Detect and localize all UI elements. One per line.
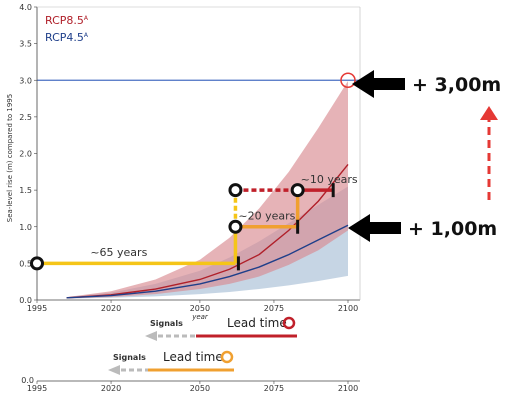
signals-label: Signals: [113, 353, 146, 362]
x-tick-label: 1995: [27, 304, 47, 313]
duration-label: ~20 years: [238, 209, 295, 222]
target-marker: [340, 72, 356, 88]
pathway-node: [228, 219, 243, 234]
duration-label: ~65 years: [90, 246, 147, 259]
pathway-node: [30, 256, 44, 271]
x-tick-label: 2075: [264, 304, 284, 313]
uncertainty-bands: [66, 80, 348, 299]
pathway-node: [290, 183, 305, 198]
lead-time-label: Lead time: [163, 350, 223, 364]
y-tick-label: 0.0: [19, 296, 32, 305]
x-tick-labels: 1995 2020 2050 2075 2100: [27, 300, 358, 313]
signals-panel-red: Signals Lead time: [145, 316, 297, 341]
y-tick-label: 2.5: [19, 113, 32, 122]
left-arrow-icon: [352, 70, 405, 98]
signals-panel-orange: Signals Lead time: [108, 350, 234, 375]
y-tick-label: 4.0: [19, 3, 32, 12]
x-axis-label: year: [191, 313, 209, 321]
x-tick-label: 2020: [101, 304, 121, 313]
y-tick-label: 2.0: [19, 150, 32, 159]
tipping-point-ticks: [236, 183, 335, 271]
y-tick-labels: 0.0 0.5 1.0 1.5 2.0 2.5 3.0 3.5 4.0: [19, 3, 37, 305]
lead-time-label: Lead time: [227, 316, 287, 330]
y-tick-label: 0.5: [19, 259, 32, 268]
bottom-tick-label: 2100: [338, 384, 358, 393]
x-tick-label: 2050: [190, 304, 210, 313]
bottom-axis: 0.0 1995 2020 2050 2075 2100: [21, 376, 360, 393]
circle-icon: [282, 316, 296, 330]
x-tick-label: 2100: [338, 304, 358, 313]
left-arrow-icon: [108, 365, 120, 375]
band-rcp85: [66, 80, 348, 299]
legend-rcp85: RCP8.5A: [45, 14, 89, 27]
callout-1m-label: + 1,00m: [408, 218, 497, 240]
y-tick-label: 3.0: [19, 76, 32, 85]
pathway-node: [228, 183, 243, 198]
left-arrow-icon: [145, 331, 157, 341]
bottom-tick-label: 1995: [27, 384, 47, 393]
bottom-zero-label: 0.0: [21, 376, 34, 385]
callout-3m: + 3,00m: [352, 70, 501, 98]
duration-annotations: ~65 years ~20 years ~10 years: [90, 173, 358, 259]
legend-rcp45: RCP4.5A: [45, 31, 89, 44]
series-line-rcp85: [66, 164, 349, 299]
duration-label: ~10 years: [301, 173, 358, 186]
signals-label: Signals: [150, 319, 183, 328]
bottom-tick-label: 2050: [190, 384, 210, 393]
y-tick-label: 1.0: [19, 223, 32, 232]
bottom-tick-label: 2075: [264, 384, 284, 393]
callout-1m: + 1,00m: [348, 214, 497, 242]
band-rcp45: [66, 186, 348, 299]
legend: RCP8.5A RCP4.5A: [45, 14, 89, 44]
up-arrow-red: [480, 106, 498, 200]
series-lines: [66, 164, 349, 299]
y-tick-label: 1.5: [19, 186, 32, 195]
left-arrow-icon: [348, 214, 401, 242]
y-axis-label: Sea-level rise (m) compared to 1995: [6, 94, 14, 222]
circle-icon: [220, 350, 234, 364]
callout-3m-label: + 3,00m: [412, 74, 501, 96]
y-tick-label: 3.5: [19, 40, 32, 49]
up-arrow-icon: [480, 106, 498, 120]
series-line-rcp45: [66, 224, 349, 299]
bottom-tick-label: 2020: [101, 384, 121, 393]
pathway-nodes: [30, 183, 305, 271]
